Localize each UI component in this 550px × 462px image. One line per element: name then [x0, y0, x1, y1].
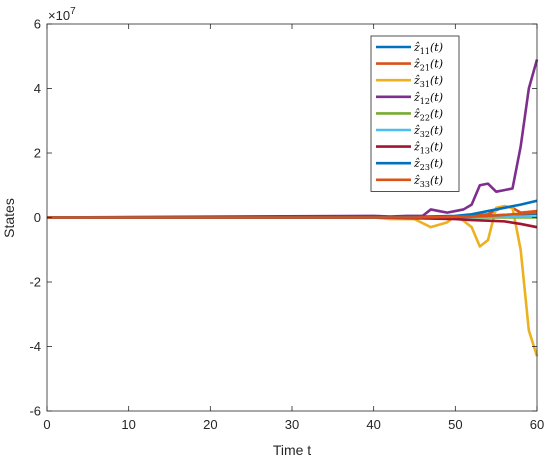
legend-label-5: ẑ22(t) [413, 107, 443, 122]
x-tick-label: 20 [203, 417, 217, 432]
x-tick-label: 40 [366, 417, 380, 432]
y-axis-title: States [1, 198, 17, 238]
legend-label-9: ẑ33(t) [413, 174, 443, 189]
x-tick-label: 0 [43, 417, 50, 432]
y-tick-label: 2 [34, 146, 41, 161]
y-tick-label: 6 [34, 17, 41, 32]
y-axis-exponent-power: 7 [70, 6, 76, 17]
y-axis-exponent-base: ×10 [48, 8, 70, 23]
y-tick-label: -4 [29, 339, 41, 354]
y-tick-label: 0 [34, 210, 41, 225]
x-tick-label: 30 [285, 417, 299, 432]
legend-label-8: ẑ23(t) [413, 157, 443, 172]
x-tick-label: 10 [121, 417, 135, 432]
y-tick-label: -6 [29, 404, 41, 419]
y-tick-label: -2 [29, 275, 41, 290]
y-axis-exponent: ×107 [48, 6, 76, 23]
x-tick-label: 60 [530, 417, 544, 432]
ticks-group: 0 10 20 30 40 50 60 -6 -4 -2 0 2 4 6 [29, 17, 544, 433]
legend-label-6: ẑ32(t) [413, 124, 443, 139]
legend-label-3: ẑ31(t) [413, 74, 443, 89]
legend-label-2: ẑ21(t) [413, 58, 443, 73]
y-tick-label: 4 [34, 81, 41, 96]
x-axis-title: Time t [273, 442, 311, 458]
series-line-9 [47, 211, 538, 219]
legend: ẑ11(t) ẑ21(t)ẑ31(t) ẑ12(t)ẑ22(t) ẑ32(t) ẑ13(… [370, 35, 460, 192]
legend-label-1: ẑ11(t) [413, 41, 443, 56]
series-group [46, 59, 539, 357]
legend-label-4: ẑ12(t) [413, 91, 443, 106]
legend-label-7: ẑ13(t) [413, 141, 443, 156]
x-tick-label: 50 [448, 417, 462, 432]
